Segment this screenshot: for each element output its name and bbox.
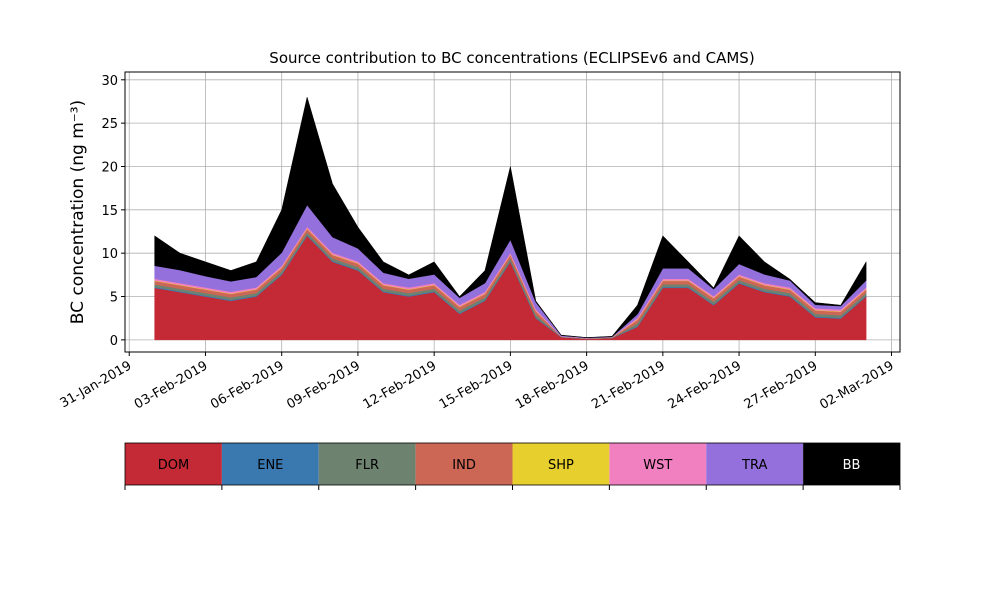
chart-title: Source contribution to BC concentrations…	[269, 49, 754, 67]
legend-swatch	[512, 443, 610, 485]
legend-swatch	[803, 443, 900, 485]
legend-swatch	[125, 443, 222, 485]
y-tick-label: 25	[101, 117, 118, 132]
x-tick-label: 03-Feb-2019	[132, 358, 211, 412]
legend-label: FLR	[355, 458, 379, 473]
legend-label: DOM	[158, 458, 189, 473]
x-tick-label: 12-Feb-2019	[361, 358, 440, 412]
y-tick-label: 15	[101, 204, 118, 219]
x-tick-label: 27-Feb-2019	[742, 358, 821, 412]
y-tick-label: 20	[101, 160, 118, 175]
legend-label: TRA	[741, 458, 767, 473]
legend-swatch	[221, 443, 319, 485]
legend-label: WST	[643, 458, 672, 473]
legend-swatch	[706, 443, 804, 485]
x-tick-label: 06-Feb-2019	[208, 358, 287, 412]
y-tick-label: 10	[101, 247, 118, 262]
x-tick-label: 15-Feb-2019	[437, 358, 516, 412]
x-tick-label: 02-Mar-2019	[817, 358, 896, 412]
y-tick-label: 5	[110, 291, 118, 306]
y-axis-label: BC concentration (ng m⁻³)	[68, 100, 88, 324]
legend-label: SHP	[548, 458, 574, 473]
legend-label: ENE	[257, 458, 283, 473]
legend-swatch	[609, 443, 707, 485]
x-tick-label: 31-Jan-2019	[58, 358, 135, 411]
legend-label: IND	[452, 458, 476, 473]
x-tick-label: 18-Feb-2019	[513, 358, 592, 412]
x-tick-label: 24-Feb-2019	[666, 358, 745, 412]
x-tick-label: 21-Feb-2019	[589, 358, 668, 412]
legend-label: BB	[843, 458, 861, 473]
legend-swatch	[318, 443, 416, 485]
x-tick-label: 09-Feb-2019	[284, 358, 363, 412]
y-tick-label: 30	[101, 74, 118, 89]
legend-swatch	[415, 443, 513, 485]
y-tick-label: 0	[110, 334, 118, 349]
area	[154, 96, 867, 338]
plot-frame	[124, 71, 901, 353]
